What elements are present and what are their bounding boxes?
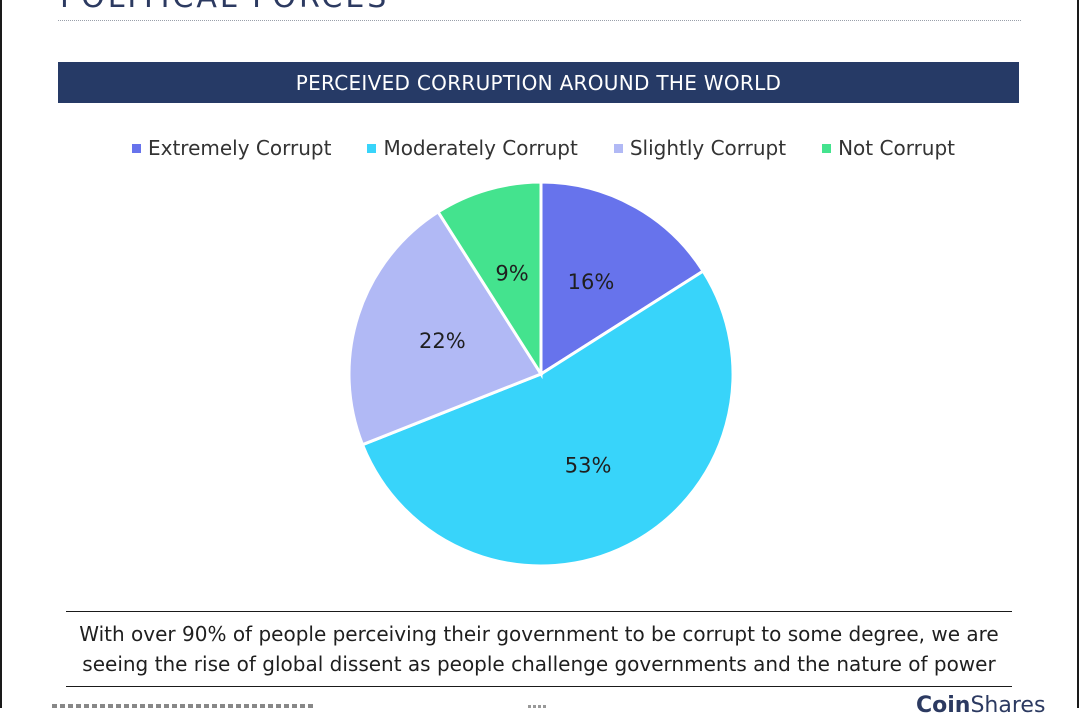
legend-item: Not Corrupt	[822, 136, 955, 160]
pie-slice	[347, 209, 544, 447]
legend-label: Slightly Corrupt	[629, 136, 787, 160]
chart-title: PERCEIVED CORRUPTION AROUND THE WORLD	[58, 62, 1019, 103]
pie-data-label: 9%	[495, 261, 528, 285]
chart-legend: Extremely Corrupt Moderately Corrupt Sligh…	[0, 134, 1083, 162]
page-number	[528, 705, 546, 708]
pie-data-label: 16%	[568, 270, 615, 294]
page-border-left	[0, 0, 2, 708]
caption-line-1: With over 90% of people perceiving their…	[79, 622, 999, 646]
caption-line-2: seeing the rise of global dissent as peo…	[82, 652, 996, 676]
caption-top-rule	[66, 611, 1012, 612]
legend-label: Extremely Corrupt	[147, 136, 332, 160]
pie-data-label: 22%	[419, 329, 466, 353]
logo-regular: Shares	[970, 693, 1046, 718]
legend-label: Not Corrupt	[838, 136, 955, 160]
legend-item: Extremely Corrupt	[131, 136, 332, 160]
caption: With over 90% of people perceiving their…	[66, 619, 1012, 679]
caption-bottom-rule	[66, 686, 1012, 687]
section-divider	[58, 20, 1021, 21]
legend-item: Moderately Corrupt	[367, 136, 578, 160]
logo-bold: Coin	[916, 693, 971, 718]
page-border-right	[1077, 0, 1079, 708]
legend-swatch	[367, 143, 377, 153]
legend-swatch	[131, 143, 141, 153]
legend-swatch	[613, 143, 623, 153]
brand-logo: CoinShares	[916, 693, 1045, 718]
pie-slice	[436, 180, 543, 380]
legend-swatch	[822, 143, 832, 153]
legend-label: Moderately Corrupt	[383, 136, 578, 160]
legend-item: Slightly Corrupt	[613, 136, 787, 160]
pie-data-label: 53%	[565, 453, 612, 477]
section-title: POLITICAL FORCES	[60, 0, 389, 15]
footer-text	[52, 704, 314, 708]
pie-slice	[539, 180, 706, 377]
pie-slice	[360, 269, 735, 568]
